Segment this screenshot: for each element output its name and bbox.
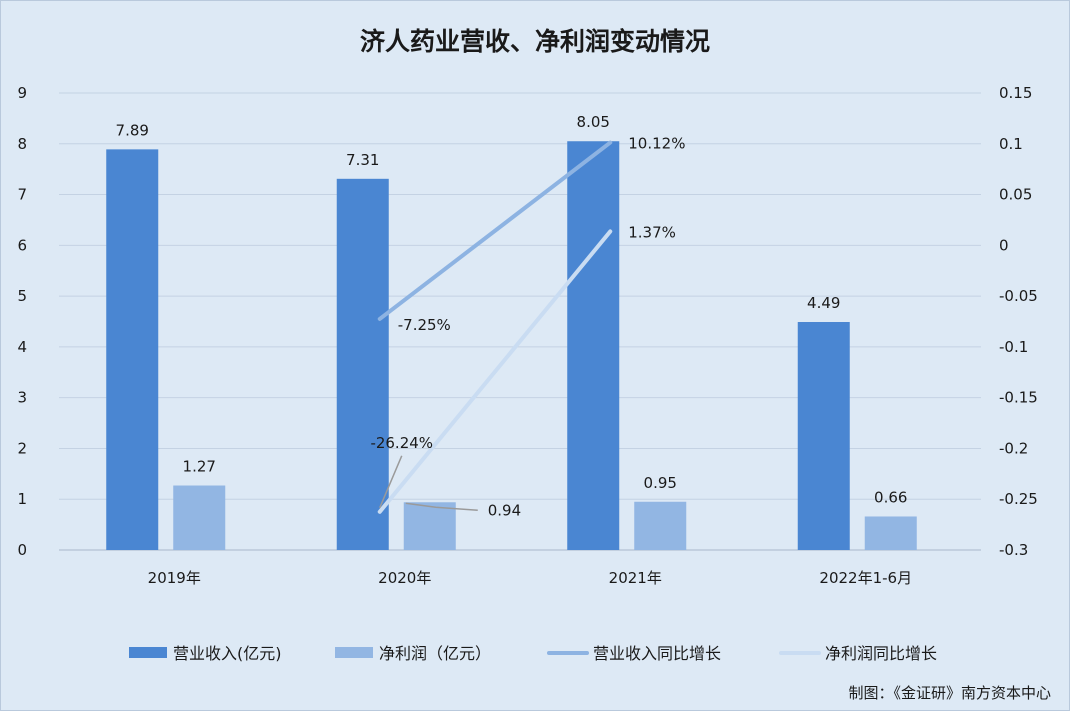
x-tick-label: 2021年 [609, 569, 662, 587]
y-left-tick-label: 8 [17, 135, 27, 153]
y-right-tick-label: -0.05 [999, 287, 1038, 305]
y-right-tick-label: 0.15 [999, 84, 1032, 102]
y-left-tick-label: 6 [17, 236, 27, 254]
legend-label: 净利润（亿元） [379, 644, 491, 663]
bar [634, 501, 687, 550]
series-line [377, 229, 613, 514]
chart-title: 济人药业营收、净利润变动情况 [360, 27, 710, 56]
y-left-tick-label: 4 [17, 338, 27, 356]
data-label: 7.89 [116, 121, 149, 139]
line-data-label: 10.12% [628, 135, 685, 153]
legend-swatch [335, 647, 373, 658]
bar [336, 178, 389, 550]
y-right-tick-label: -0.3 [999, 541, 1028, 559]
line-data-label: -26.24% [370, 434, 433, 452]
legend-label: 营业收入同比增长 [593, 644, 721, 663]
leader-line [405, 502, 478, 512]
y-right-tick-label: 0.05 [999, 186, 1032, 204]
y-right-tick-label: -0.2 [999, 439, 1028, 457]
x-tick-label: 2020年 [378, 569, 431, 587]
source-note: 制图：《金证研》南方资本中心 [848, 684, 1051, 702]
data-label: 0.95 [644, 474, 677, 492]
data-label: 1.27 [183, 458, 216, 476]
line-data-label: 1.37% [628, 223, 676, 241]
line-data-label: -7.25% [398, 316, 451, 334]
data-label: 0.94 [488, 501, 521, 519]
data-label: 0.66 [874, 488, 907, 506]
x-tick-label: 2019年 [148, 569, 201, 587]
legend-label: 营业收入(亿元) [173, 644, 282, 663]
y-left-tick-label: 0 [17, 541, 27, 559]
legend-swatch [129, 647, 167, 658]
bar [106, 149, 159, 550]
y-left-tick-label: 7 [17, 186, 27, 204]
legend-label: 净利润同比增长 [825, 644, 937, 663]
y-left-tick-label: 1 [17, 490, 27, 508]
bar [567, 141, 620, 550]
y-left-tick-label: 5 [17, 287, 27, 305]
data-label: 4.49 [807, 294, 840, 312]
y-left-tick-label: 9 [17, 84, 27, 102]
y-right-tick-label: -0.15 [999, 389, 1038, 407]
y-right-tick-label: 0.1 [999, 135, 1023, 153]
y-left-tick-label: 3 [17, 389, 27, 407]
data-label: 8.05 [577, 113, 610, 131]
y-right-tick-label: 0 [999, 236, 1009, 254]
leader-line [379, 455, 403, 509]
bar [864, 516, 917, 550]
y-right-tick-label: -0.1 [999, 338, 1028, 356]
x-tick-label: 2022年1-6月 [819, 569, 912, 587]
series-line [377, 140, 613, 321]
y-right-tick-label: -0.25 [999, 490, 1038, 508]
bar [403, 502, 456, 550]
y-left-tick-label: 2 [17, 439, 27, 457]
bar [797, 322, 850, 550]
data-label: 7.31 [346, 151, 379, 169]
bar [173, 485, 226, 550]
